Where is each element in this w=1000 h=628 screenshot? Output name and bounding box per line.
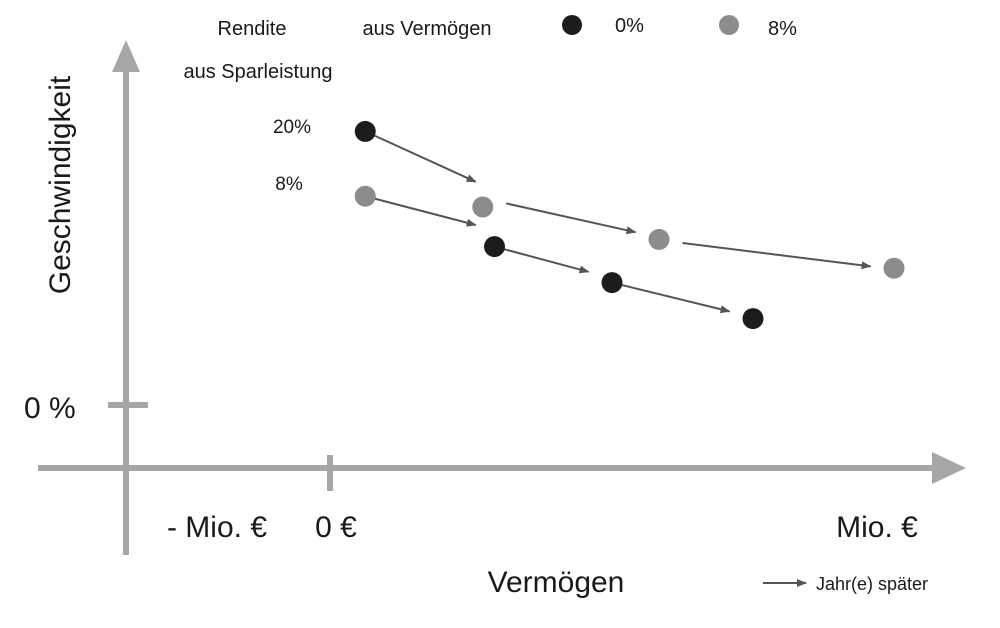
transition-arrow-3: [364, 195, 477, 227]
series-1-point-0: [354, 185, 376, 207]
y-axis-title: Geschwindigkeit: [44, 75, 77, 294]
series-0-point-2: [601, 272, 623, 294]
x-tick-label-zero: 0 €: [315, 511, 357, 544]
series-0-point-3: [742, 308, 764, 330]
y-tick-label-zero: 0 %: [24, 392, 76, 425]
series-0-point-1: [484, 236, 505, 258]
savings-label-8: 8%: [275, 174, 303, 195]
series-1-point-2: [648, 228, 670, 250]
legend-label-0: 0%: [615, 15, 644, 37]
y-axis-arrowhead: [112, 40, 140, 72]
transition-arrow-0: [364, 130, 477, 183]
series-1-point-1: [472, 196, 494, 218]
arrow-hint: Jahr(e) später: [763, 574, 928, 594]
legend-header-savings-line2: aus Sparleistung: [184, 61, 333, 83]
transition-arrows: [364, 130, 872, 314]
x-axis-arrowhead: [932, 452, 966, 484]
x-tick-label-pos: Mio. €: [836, 511, 918, 544]
x-axis-title: Vermögen: [488, 566, 625, 599]
legend-header-wealth: aus Vermögen: [363, 18, 492, 40]
transition-arrow-4: [506, 202, 637, 235]
x-tick-label-neg: - Mio. €: [167, 511, 267, 544]
transition-arrow-1: [494, 245, 590, 274]
axes: [38, 40, 966, 555]
legend-marker-1: [719, 15, 739, 35]
transition-arrow-2: [611, 281, 731, 314]
arrow-hint-label: Jahr(e) später: [816, 574, 928, 594]
series-1-point-3: [883, 257, 905, 279]
legend-label-1: 8%: [768, 18, 797, 40]
legend-header-savings-line1: Rendite: [218, 18, 287, 40]
legend: Rendite aus Sparleistung aus Vermögen 0%…: [184, 15, 797, 83]
transition-arrow-5: [682, 242, 872, 270]
data-points: [354, 120, 905, 330]
series-0-point-0: [354, 120, 376, 142]
legend-marker-0: [562, 15, 582, 35]
savings-label-20: 20%: [273, 117, 311, 138]
